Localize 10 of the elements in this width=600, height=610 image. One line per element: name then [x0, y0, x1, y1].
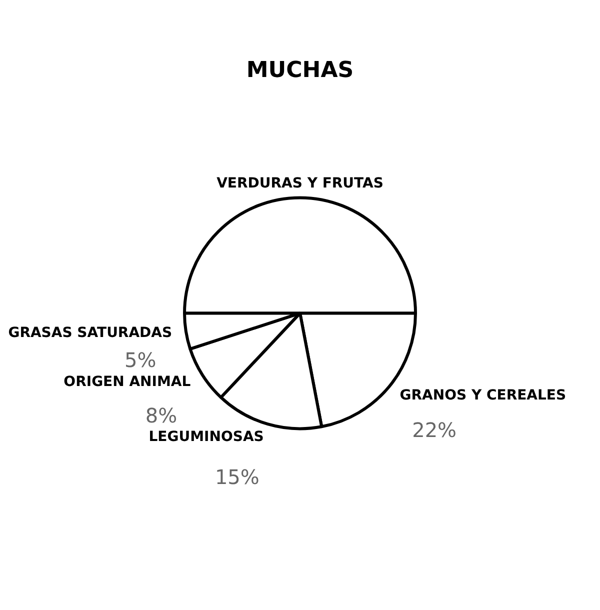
data-label: 15%	[214, 465, 260, 490]
slice-label: ORIGEN ANIMAL	[64, 374, 191, 390]
chart-title: MUCHAS	[246, 58, 354, 83]
slice-label: GRANOS Y CEREALES	[400, 387, 566, 404]
data-label: 5%	[124, 348, 156, 372]
slice-label: LEGUMINOSAS	[148, 429, 264, 446]
data-label: 22%	[412, 418, 457, 442]
slice-label: VERDURAS Y FRUTAS	[216, 175, 384, 192]
slice-label: GRASAS SATURADAS	[8, 325, 172, 342]
data-label: 8%	[145, 403, 178, 428]
